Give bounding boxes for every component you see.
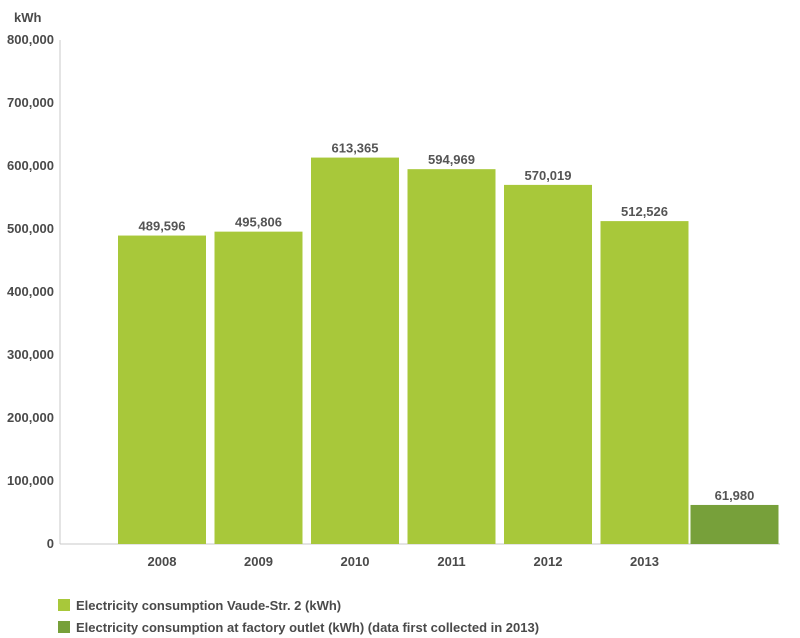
data-label-2008-series-0: 489,596 [139,219,186,234]
legend-item-vaude-str: Electricity consumption Vaude-Str. 2 (kW… [58,594,539,616]
y-tick-label: 300,000 [7,347,54,362]
legend-swatch-vaude-str [58,599,70,611]
bar-2013-series-0 [600,221,689,544]
legend-swatch-factory-outlet [58,621,70,633]
x-tick-label: 2013 [630,554,659,569]
data-label-2009-series-0: 495,806 [235,215,282,230]
y-axis-unit-label: kWh [14,10,42,25]
x-tick-label: 2009 [244,554,273,569]
legend-label-factory-outlet: Electricity consumption at factory outle… [76,619,540,635]
bar-2010-series-0 [311,157,399,544]
data-label-2010-series-0: 613,365 [332,141,379,156]
y-tick-label: 0 [47,536,54,551]
y-tick-label: 700,000 [7,95,54,110]
bar-2011-series-0 [407,169,496,544]
y-tick-label: 200,000 [7,410,54,425]
bar-2008-series-0 [118,235,206,545]
legend-item-factory-outlet: Electricity consumption at factory outle… [58,616,539,638]
legend-label-vaude-str: Electricity consumption Vaude-Str. 2 (kW… [76,597,342,613]
y-tick-label: 800,000 [7,32,54,47]
y-tick-label: 600,000 [7,158,54,173]
legend: Electricity consumption Vaude-Str. 2 (kW… [58,594,539,638]
data-label-2011-series-0: 594,969 [428,152,475,167]
bar-chart: kWh 0 100,000 200,000 300,000 400,000 500,000… [7,10,780,569]
y-tick-label: 500,000 [7,221,54,236]
x-tick-label: 2010 [341,554,370,569]
y-tick-label: 100,000 [7,473,54,488]
x-tick-label: 2011 [437,554,465,569]
bar-2013-series-1 [690,504,779,544]
x-tick-label: 2008 [148,554,177,569]
data-label-2013-series-1: 61,980 [715,488,755,503]
data-label-2012-series-0: 570,019 [525,168,572,183]
data-label-2013-series-0: 512,526 [621,204,668,219]
y-tick-label: 400,000 [7,284,54,299]
bar-2012-series-0 [504,184,592,544]
x-tick-label: 2012 [534,554,563,569]
bar-2009-series-0 [214,231,303,545]
